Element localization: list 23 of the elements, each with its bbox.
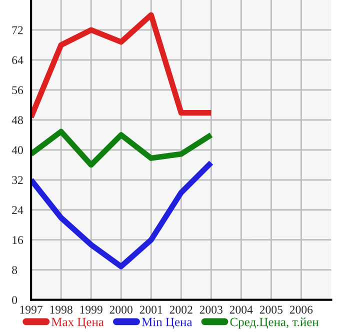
- x-tick-label: 2000: [110, 306, 132, 314]
- y-tick-label: 72: [12, 26, 23, 34]
- x-tick-label: 2002: [170, 306, 192, 314]
- y-tick-label: 32: [12, 176, 23, 184]
- y-tick-label: 0: [12, 296, 18, 304]
- x-tick-label: 2005: [260, 306, 283, 314]
- y-tick-label: 8: [12, 266, 18, 274]
- legend-label: Max Цена: [52, 318, 104, 329]
- y-tick-label: 48: [12, 116, 23, 124]
- legend-label: Сред.Цена, т.йен: [230, 318, 319, 329]
- x-tick-label: 1999: [80, 306, 102, 314]
- y-tick-label: 24: [12, 206, 24, 214]
- y-tick-label: 64: [12, 56, 24, 64]
- y-tick-label: 40: [12, 146, 23, 154]
- x-tick-label: 2001: [140, 306, 162, 314]
- x-tick-label: 2006: [290, 306, 313, 314]
- y-tick-label: 56: [12, 86, 24, 94]
- x-tick-label: 2003: [200, 306, 222, 314]
- y-tick-label: 16: [12, 236, 24, 244]
- x-tick-label: 1997: [20, 306, 43, 314]
- x-tick-label: 2004: [230, 306, 253, 314]
- x-tick-label: 1998: [50, 306, 72, 314]
- legend-label: Min Цена: [142, 318, 192, 329]
